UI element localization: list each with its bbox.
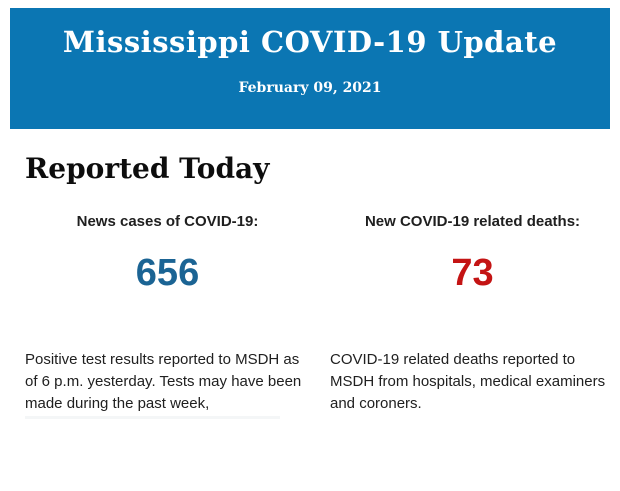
faded-text-artifact: [25, 416, 280, 419]
section-title-reported-today: Reported Today: [25, 152, 270, 185]
newsletter-title: Mississippi COVID-19 Update: [62, 25, 558, 59]
new-cases-description: Positive test results reported to MSDH a…: [25, 351, 302, 412]
new-cases-value: 656: [135, 252, 200, 294]
stats-row: News cases of COVID-19: 656 Positive tes…: [25, 213, 605, 415]
main-content: Reported Today News cases of COVID-19: 6…: [0, 129, 620, 415]
related-deaths-value: 73: [451, 252, 494, 294]
new-cases-label: News cases of COVID-19:: [76, 213, 259, 230]
newsletter-date: February 09, 2021: [238, 80, 382, 96]
related-deaths-description: COVID-19 related deaths reported to MSDH…: [330, 351, 606, 412]
stat-new-cases: News cases of COVID-19: 656 Positive tes…: [25, 213, 310, 415]
stat-related-deaths: New COVID-19 related deaths: 73 COVID-19…: [330, 213, 615, 415]
related-deaths-label: New COVID-19 related deaths:: [364, 213, 581, 230]
newsletter-header: Mississippi COVID-19 Update February 09,…: [10, 8, 610, 129]
